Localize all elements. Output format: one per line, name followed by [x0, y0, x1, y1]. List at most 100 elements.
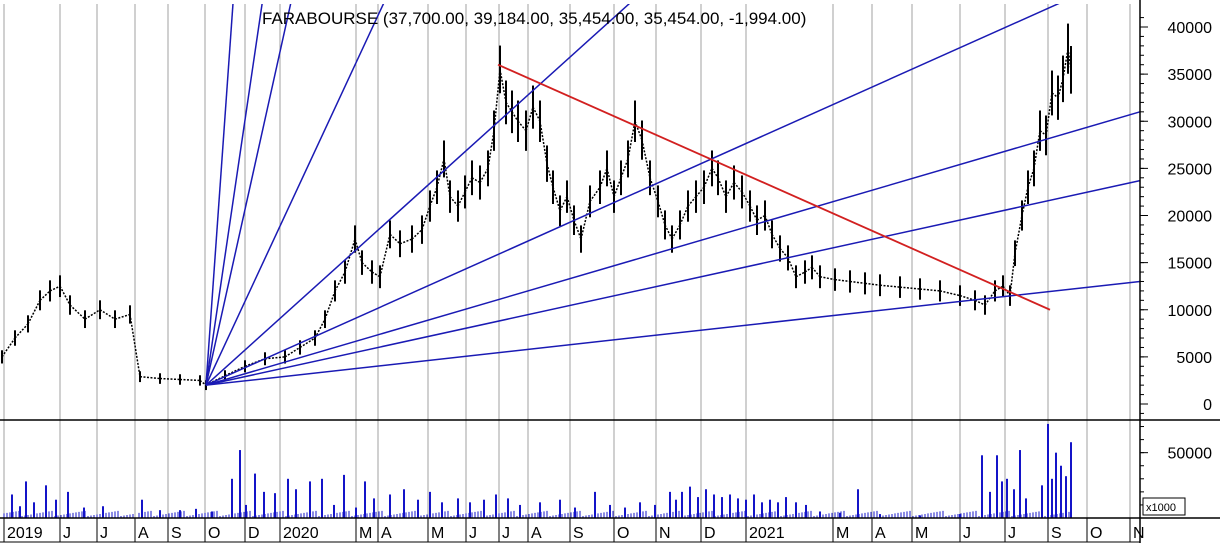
price-segment — [580, 201, 591, 240]
price-segment — [224, 365, 246, 377]
price-segment — [566, 196, 575, 221]
price-segment — [399, 238, 413, 245]
price-segment — [834, 278, 851, 283]
month-label: A — [531, 525, 542, 542]
month-label: O — [208, 525, 220, 542]
month-label: N — [659, 525, 671, 542]
price-segment — [389, 233, 401, 245]
price-segment — [49, 285, 61, 292]
price-segment — [471, 177, 481, 184]
price-segment — [457, 191, 466, 207]
price-segment — [284, 346, 301, 358]
fan-line — [205, 111, 1141, 386]
volume-tick-label: 50000 — [1168, 446, 1213, 463]
price-tick-label: 30000 — [1168, 114, 1213, 131]
price-segment — [334, 271, 346, 292]
month-label: J — [100, 525, 108, 542]
price-tick-label: 15000 — [1168, 256, 1213, 273]
month-label: 2019 — [7, 525, 43, 542]
month-label: A — [138, 525, 149, 542]
price-segment — [379, 234, 391, 277]
month-label: J — [63, 525, 71, 542]
price-segment — [324, 290, 336, 320]
price-segment — [525, 106, 534, 131]
month-label: S — [171, 525, 182, 542]
fan-line — [205, 179, 1141, 386]
fan-line — [205, 0, 1069, 386]
price-tick-label: 5000 — [1176, 350, 1212, 367]
price-segment — [974, 299, 986, 306]
price-segment — [371, 271, 381, 278]
price-segment — [1014, 215, 1023, 254]
price-segment — [749, 205, 758, 221]
axis-panel — [1140, 0, 1220, 543]
price-segment — [994, 285, 1004, 292]
price-segment — [627, 121, 636, 160]
price-series — [1, 23, 1072, 391]
month-label: D — [248, 525, 260, 542]
price-segment — [411, 229, 423, 240]
price-segment — [479, 168, 489, 183]
price-segment — [819, 276, 836, 281]
price-segment — [606, 168, 615, 197]
price-segment — [804, 266, 813, 273]
month-label: S — [1051, 525, 1062, 542]
fan-line — [205, 0, 635, 386]
price-segment — [199, 379, 207, 386]
price-segment — [114, 313, 131, 320]
price-tick-label: 10000 — [1168, 303, 1213, 320]
month-label: J — [502, 525, 510, 542]
price-segment — [39, 290, 51, 301]
price-segment — [756, 214, 766, 221]
price-segment — [511, 111, 519, 122]
price-tick-label: 20000 — [1168, 209, 1213, 226]
price-segment — [864, 282, 881, 286]
price-segment — [546, 163, 554, 188]
price-segment — [664, 224, 673, 240]
price-segment — [711, 167, 719, 179]
price-segment — [649, 177, 659, 202]
price-segment — [589, 186, 601, 202]
month-label: 2021 — [749, 525, 785, 542]
price-segment — [344, 238, 356, 273]
multiplier-box — [1142, 497, 1186, 516]
price-segment — [1, 337, 16, 358]
price-segment — [552, 187, 561, 212]
price-segment — [361, 262, 373, 273]
trend-line — [497, 63, 1051, 311]
price-segment — [539, 121, 548, 164]
fan-line — [205, 280, 1141, 386]
price-segment — [1002, 285, 1011, 297]
fan-and-trend-lines — [205, 0, 1141, 386]
month-label: A — [875, 525, 886, 542]
month-label: O — [617, 525, 629, 542]
price-segment — [1039, 130, 1047, 136]
price-segment — [741, 191, 751, 207]
month-label: J — [1008, 525, 1016, 542]
fan-line — [205, 0, 264, 386]
price-segment — [671, 224, 681, 240]
price-segment — [532, 106, 541, 122]
month-label: M — [915, 525, 928, 542]
price-segment — [84, 309, 101, 320]
month-label: M — [431, 525, 444, 542]
price-tick-label: 25000 — [1168, 161, 1213, 178]
price-segment — [59, 285, 71, 306]
price-segment — [464, 177, 473, 193]
month-label: J — [469, 525, 477, 542]
price-segment — [129, 314, 141, 377]
multiplier-label: x1000 — [1146, 502, 1176, 514]
price-segment — [27, 299, 41, 325]
price-segment — [1021, 187, 1029, 216]
month-label: D — [704, 525, 716, 542]
fan-line — [205, 0, 234, 386]
month-label: O — [1090, 525, 1102, 542]
top-mask — [0, 0, 1220, 4]
price-segment — [354, 238, 363, 263]
fan-line — [205, 0, 293, 386]
price-segment — [99, 309, 116, 320]
price-segment — [959, 294, 976, 302]
